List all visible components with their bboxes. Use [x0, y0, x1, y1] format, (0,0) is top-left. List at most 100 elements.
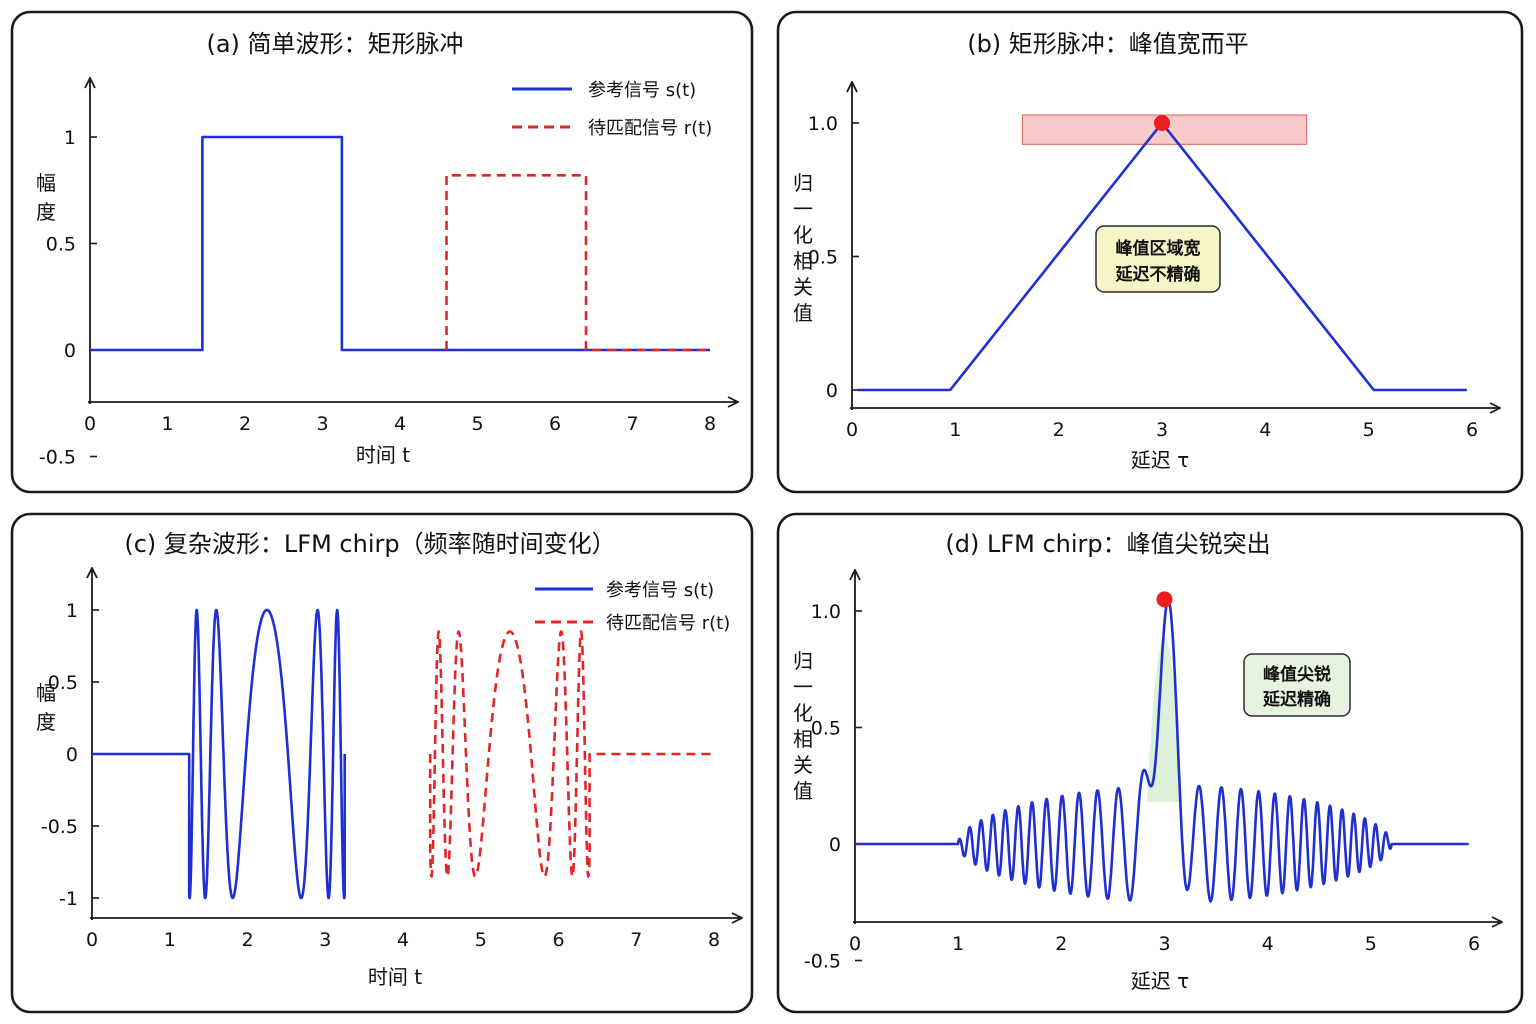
- note-line: 峰值尖锐: [1263, 664, 1331, 685]
- y-tick-label: 1.0: [811, 601, 841, 623]
- panel-d: (d) LFM chirp：峰值尖锐突出 0 1 2 3 4 5 61.00.50-0.5 …: [793, 530, 1502, 993]
- legend-label-reference: 参考信号 s(t): [588, 80, 696, 101]
- y-axis-title: 归 一 化 相 关 值: [793, 171, 819, 325]
- y-tick-label: -1: [59, 888, 78, 910]
- y-axis-title-char: 度: [36, 200, 56, 224]
- note-line: 峰值区域宽: [1116, 238, 1201, 259]
- x-tick-label: 6: [549, 413, 561, 435]
- y-tick-label: -0.5: [39, 447, 76, 469]
- y-tick-label: 1.0: [808, 113, 838, 135]
- note-line: 延迟精确: [1262, 689, 1331, 710]
- series-received-line: [428, 630, 714, 878]
- y-tick-label: 0: [64, 340, 76, 362]
- y-axis-title-char: 度: [36, 710, 56, 734]
- series-correlation-line: [853, 599, 1470, 903]
- y-axis-title-char: 相: [793, 727, 813, 751]
- x-tick-label: 7: [626, 413, 638, 435]
- y-tick-label: 0: [829, 834, 841, 856]
- x-tick-label: 3: [1158, 933, 1170, 955]
- x-tick-label: 2: [1055, 933, 1067, 955]
- x-tick-label: 3: [319, 929, 331, 951]
- x-tick-label: 2: [241, 929, 253, 951]
- x-tick-label: 5: [1363, 419, 1375, 441]
- plot-area: 0 1 2 3 4 5 6 1.0 0.5 0 -0.5: [804, 570, 1502, 973]
- x-tick-label: 4: [1262, 933, 1274, 955]
- x-tick-label: 1: [952, 933, 964, 955]
- legend-label-received: 待匹配信号 r(t): [606, 613, 730, 634]
- y-tick-label: 1: [66, 600, 78, 622]
- note-box: [1095, 225, 1221, 293]
- panel-b: (b) 矩形脉冲：峰值宽而平 0 1 2 3 4 5 6 1.0 0.5 0 延迟 τ 归 一 化…: [793, 30, 1500, 472]
- y-axis-title: 幅 度: [36, 171, 62, 224]
- annotation-note: 峰值区域宽 延迟不精确: [1095, 225, 1221, 293]
- note-box: [1243, 653, 1351, 717]
- legend-label-received: 待匹配信号 r(t): [588, 118, 712, 139]
- x-tick-label: 1: [161, 413, 173, 435]
- y-axis-title-char: 化: [793, 701, 813, 725]
- panel-c: (c) 复杂波形：LFM chirp（频率随时间变化） 0 1 2 3 4 5 6 7 8 1 0.…: [36, 530, 742, 989]
- x-tick-label: 2: [239, 413, 251, 435]
- chart-title: (b) 矩形脉冲：峰值宽而平: [967, 30, 1249, 58]
- note-line: 延迟不精确: [1115, 264, 1201, 285]
- series-received-line: [445, 174, 710, 352]
- y-axis-title: 归 一 化 相 关 值: [793, 649, 819, 803]
- panel-a-frame: [10, 10, 754, 494]
- x-tick-label: 4: [394, 413, 406, 435]
- x-tick-label: 0: [846, 419, 858, 441]
- y-axis-title-char: 幅: [36, 681, 56, 705]
- y-tick-label: 0.5: [808, 247, 838, 269]
- chart-title: (d) LFM chirp：峰值尖锐突出: [945, 530, 1270, 558]
- x-axis-title: 时间 t: [368, 965, 422, 989]
- y-tick-label: -0.5: [804, 951, 841, 973]
- y-axis-title-char: 幅: [36, 171, 56, 195]
- y-axis-title-char: 归: [793, 649, 813, 673]
- plot-area: 0 1 2 3 4 5 6 1.0 0.5 0: [808, 82, 1500, 441]
- y-tick-label: 1: [64, 127, 76, 149]
- x-tick-label: 0: [84, 413, 96, 435]
- x-tick-label: 4: [1259, 419, 1271, 441]
- x-tick-label: 1: [164, 929, 176, 951]
- x-tick-label: 3: [1156, 419, 1168, 441]
- x-tick-label: 8: [704, 413, 716, 435]
- y-axis-title-char: 一: [793, 197, 813, 221]
- x-tick-label: 0: [86, 929, 98, 951]
- series-reference-line: [92, 608, 347, 900]
- y-axis-title-char: 值: [793, 301, 813, 325]
- y-axis-title-char: 关: [793, 753, 813, 777]
- legend-label-reference: 参考信号 s(t): [606, 580, 714, 601]
- x-tick-label: 5: [475, 929, 487, 951]
- x-axis-title: 延迟 τ: [1131, 969, 1189, 993]
- y-axis-title-char: 值: [793, 779, 813, 803]
- x-tick-label: 8: [708, 929, 720, 951]
- x-tick-label: 6: [552, 929, 564, 951]
- peak-marker: [1156, 591, 1173, 608]
- chart-title: (c) 复杂波形：LFM chirp（频率随时间变化）: [124, 530, 615, 558]
- x-tick-label: 5: [471, 413, 483, 435]
- x-tick-label: 3: [316, 413, 328, 435]
- x-tick-label: 6: [1468, 933, 1480, 955]
- y-tick-label: 0.5: [811, 718, 841, 740]
- y-tick-label: 0.5: [48, 672, 78, 694]
- x-tick-label: 4: [397, 929, 409, 951]
- plot-area: 0 1 2 3 4 5 6 7 8 1 0.5 0 -0.5 -1: [41, 568, 742, 951]
- annotation-note: 峰值尖锐 延迟精确: [1243, 653, 1351, 717]
- y-tick-label: 0: [66, 744, 78, 766]
- y-axis-title-char: 归: [793, 171, 813, 195]
- y-axis-title-char: 关: [793, 275, 813, 299]
- y-axis-title-char: 化: [793, 223, 813, 247]
- chart-title: (a) 简单波形：矩形脉冲: [206, 30, 463, 58]
- y-axis-title-char: 相: [793, 249, 813, 273]
- y-axis-title-char: 一: [793, 675, 813, 699]
- legend: 参考信号 s(t) 待匹配信号 r(t): [512, 80, 712, 139]
- y-tick-label: -0.5: [41, 816, 78, 838]
- x-axis-title: 延迟 τ: [1131, 448, 1189, 472]
- x-axis-title: 时间 t: [356, 443, 410, 467]
- legend: 参考信号 s(t) 待匹配信号 r(t): [535, 580, 730, 634]
- y-tick-label: 0.5: [46, 234, 76, 256]
- x-tick-label: 5: [1365, 933, 1377, 955]
- series-reference-line: [90, 135, 710, 352]
- x-tick-label: 1: [949, 419, 961, 441]
- x-tick-label: 0: [849, 933, 861, 955]
- x-tick-label: 7: [630, 929, 642, 951]
